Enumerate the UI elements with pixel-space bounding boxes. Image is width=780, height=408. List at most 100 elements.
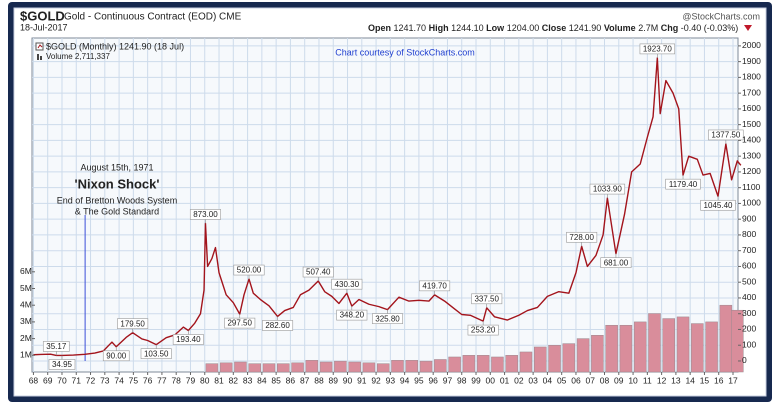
legend-icon [37,54,39,60]
volume-bar [519,351,533,373]
x-tick-label: 02 [514,375,524,385]
volume-bar [548,345,561,373]
label-box [665,178,701,190]
y-tick-label: 800 [742,229,756,239]
volume-bar [705,321,718,373]
y-tick-label: 900 [742,213,756,223]
quote-value: 1241.70 [394,23,427,33]
quote-value: 1241.90 [569,23,602,33]
legend-icon [37,44,43,49]
data-label: 193.40 [176,335,201,344]
volume-bar [248,363,261,373]
data-label: 1179.40 [669,180,698,189]
quote-label: High [429,23,449,33]
x-tick-label: 71 [72,375,82,385]
label-box [262,320,294,331]
data-label: 297.50 [227,319,252,328]
x-tick-label: 13 [671,375,681,385]
y-tick-label: 700 [742,245,756,255]
x-tick-label: 86 [286,375,296,385]
change-arrow [744,25,752,31]
symbol: $GOLD [20,8,65,23]
volume-bar [334,360,347,373]
description: Gold - Continuous Contract (EOD) CME [64,12,242,23]
legend-entry: $GOLD (Monthly) 1241.90 (18 Jul) [46,41,184,51]
y-tick-label: 1300 [742,150,761,160]
volume-bar [605,324,618,373]
quote-label: Volume [604,23,636,33]
x-tick-label: 83 [243,375,253,385]
data-label: 90.00 [106,351,127,360]
marks: 35.17 34.95 90.00 179.50 103.50 193.40 873.00 2… [33,43,744,373]
volume-bar [305,360,319,373]
y-tick-label: 1600 [742,103,761,113]
quote-value: 2.7M [638,23,658,33]
annotation-text: August 15th, 1971 [80,162,153,172]
quote-value: 1204.00 [507,23,540,33]
legend-icon [40,56,42,60]
y-tick-label: 1800 [742,72,761,82]
x-tick-label: 73 [100,375,110,385]
data-label: 1045.40 [704,201,733,210]
volume-bar [362,362,376,373]
x-tick-label: 76 [143,375,153,385]
label-box [117,318,149,329]
data-label: 103.50 [144,349,169,358]
x-tick-label: 04 [543,375,553,385]
volume-bar [462,355,476,373]
x-tick-label: 15 [700,375,710,385]
label-box [566,231,598,243]
x-tick-label: 82 [229,375,239,385]
y-tick-label: 1400 [742,135,761,145]
x-tick-label: 90 [343,375,353,385]
x-tick-label: 97 [443,375,453,385]
label-box [467,324,499,336]
y-tick-label: 100 [742,339,756,349]
volume-bar [719,304,733,373]
x-tick-label: 78 [171,375,181,385]
label-box [42,341,70,352]
x-tick-label: 06 [571,375,581,385]
volume-bar [691,323,704,373]
y-tick-label: 300 [742,308,756,318]
data-label: 337.50 [474,294,499,303]
x-tick-label: 98 [457,375,467,385]
x-tick-label: 01 [500,375,510,385]
x-tick-label: 08 [600,375,610,385]
data-label: 681.00 [604,258,629,267]
y-tick-label: 1100 [742,182,761,192]
x-tick-label: 95 [414,375,424,385]
data-label: 35.17 [46,342,67,351]
x-tick-label: 91 [357,375,367,385]
x-tick-label: 79 [186,375,196,385]
volume-bar [662,318,676,373]
data-label: 873.00 [193,210,218,219]
volume-bar [391,360,404,373]
data-label: 430.30 [335,280,360,289]
volume-bar [348,361,361,373]
x-tick-label: 96 [428,375,438,385]
annotation-text: & The Gold Standard [75,206,159,216]
x-tick-label: 81 [214,375,224,385]
volume-bar [731,309,744,373]
x-tick-label: 84 [257,375,267,385]
y-tick-label: 1000 [742,198,761,208]
quote-label: Chg [661,23,679,33]
volume-bar [219,362,233,373]
price-line [33,57,742,357]
x-tick-label: 12 [657,375,667,385]
data-label: 348.20 [340,311,365,320]
data-label: 282.60 [265,321,290,330]
volume-bar [576,338,590,373]
volume-bar [648,313,661,373]
y-tick-label: 200 [742,324,756,334]
volume-bar [505,355,518,373]
quote-label: Low [486,23,505,33]
label-box [600,257,632,268]
x-tick-label: 89 [329,375,339,385]
volume-bar [319,361,333,373]
y2-tick-label: 6M [20,266,32,276]
volume-bar [205,363,219,373]
quote: Open 1241.70 High 1244.10 Low 1204.00 Cl… [368,23,738,33]
